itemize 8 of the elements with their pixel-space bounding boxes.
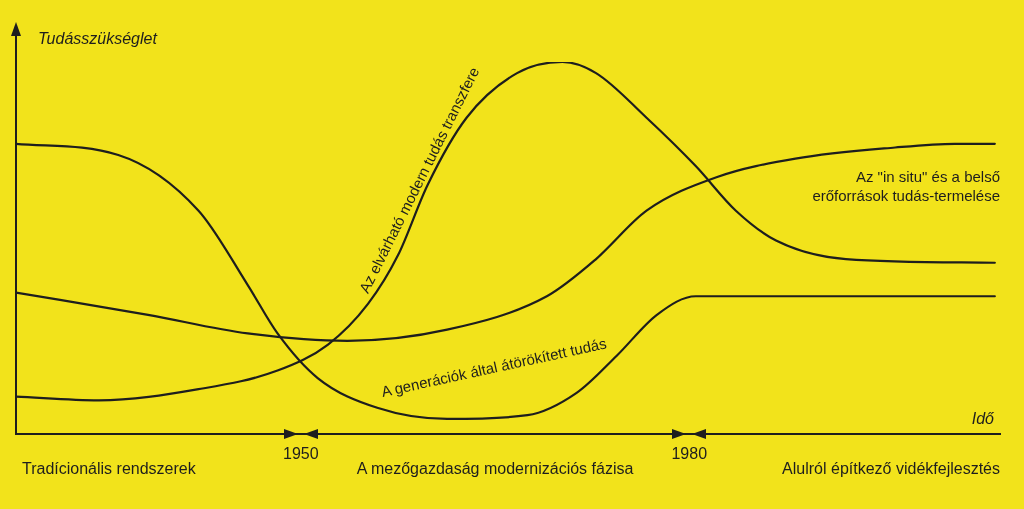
text: A mezőgazdaság modernizációs fázisa bbox=[356, 460, 634, 478]
text: Tradícionális rendszerek bbox=[22, 460, 197, 478]
x-tick-label: 1980 bbox=[671, 444, 708, 462]
x-axis-title: Idő bbox=[971, 410, 996, 428]
series-label: Az "in situ" és a belső erőforrások tudás-termelése bbox=[812, 168, 1000, 205]
x-tick-label: 1950 bbox=[283, 444, 319, 462]
y-axis-title: Tudásszükséglet bbox=[38, 30, 158, 48]
text: Alulról építkező vidékfejlesztés bbox=[782, 460, 1000, 478]
